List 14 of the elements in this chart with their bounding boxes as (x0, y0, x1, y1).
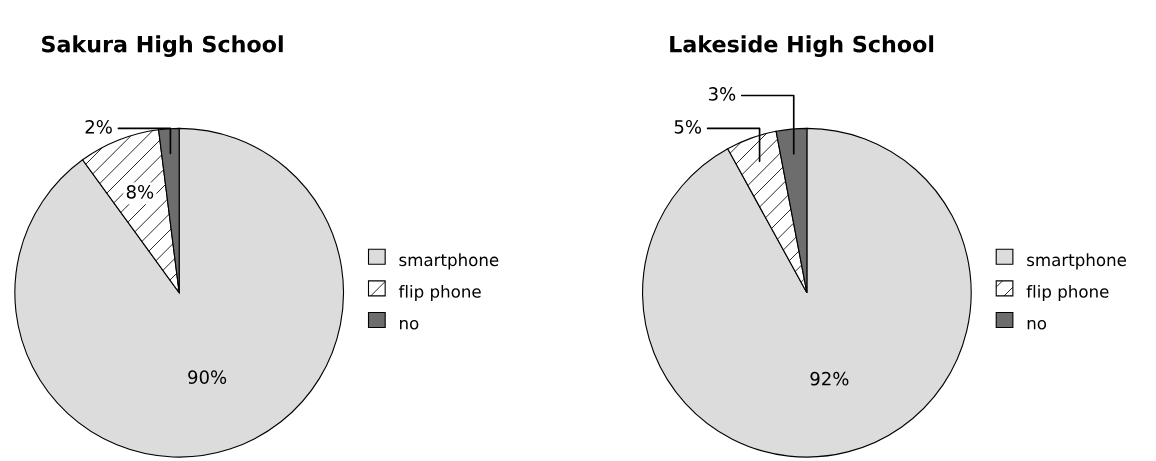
legend-label: flip phone (398, 284, 481, 302)
data-label: 92% (810, 371, 849, 386)
legend-label: smartphone (1027, 253, 1126, 270)
data-label: 2% (85, 119, 112, 134)
data-label: 90% (188, 370, 227, 384)
chart-title: Lakeside High School (670, 35, 934, 57)
legend-label: flip phone (1026, 284, 1109, 302)
data-label: 3% (708, 87, 736, 101)
data-label: 5% (674, 119, 702, 134)
chart-title: Sakura High School (42, 35, 283, 57)
legend-label: smartphone (399, 253, 499, 270)
legend-label: no (400, 319, 419, 330)
legend-label: no (1027, 319, 1047, 330)
data-label: 8% (126, 185, 154, 199)
